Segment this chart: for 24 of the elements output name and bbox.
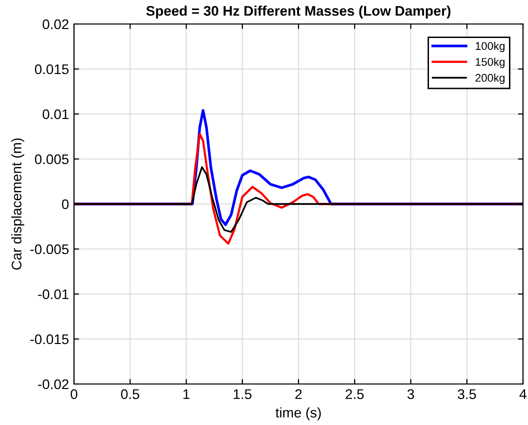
x-tick-label: 0 xyxy=(70,389,78,400)
x-tick-label: 2 xyxy=(295,389,302,399)
x-axis-title: time (s) xyxy=(276,407,321,420)
x-tick-label: 0.5 xyxy=(121,389,140,400)
x-tick-label: 2.5 xyxy=(346,389,364,400)
y-tick-label: 0.02 xyxy=(42,19,68,30)
y-tick-label: 0.005 xyxy=(34,154,69,164)
legend-label: 150kg xyxy=(476,58,505,68)
y-tick-label: -0.01 xyxy=(38,289,68,300)
x-tick-label: 3.5 xyxy=(458,389,476,400)
y-axis-title: Car displacement (m) xyxy=(11,138,24,270)
y-tick-label: 0.01 xyxy=(42,109,68,120)
y-tick-label: -0.02 xyxy=(38,379,68,390)
x-tick-label: 4 xyxy=(519,389,526,399)
chart-title: Speed = 30 Hz Different Masses (Low Damper) xyxy=(146,6,450,19)
legend-label: 100kg xyxy=(476,42,505,52)
y-tick-label: -0.005 xyxy=(30,244,69,254)
y-tick-label: 0.015 xyxy=(34,64,69,74)
x-tick-label: 1 xyxy=(183,389,190,399)
y-tick-label: 0 xyxy=(62,199,69,210)
x-tick-label: 1.5 xyxy=(234,389,252,400)
legend-label: 200kg xyxy=(476,74,505,84)
y-tick-label: -0.015 xyxy=(30,334,69,344)
x-tick-label: 3 xyxy=(407,389,414,400)
